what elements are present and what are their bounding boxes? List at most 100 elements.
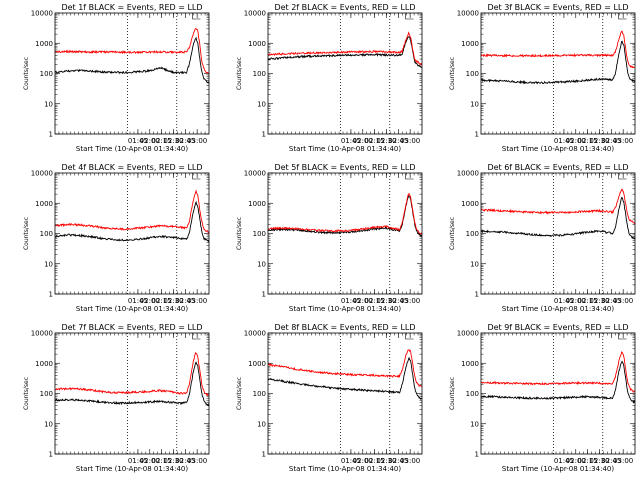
x-tick-label: 02:00 [353,457,373,465]
x-tick-label: 02:00 [140,137,160,145]
panel-det-7: Det 7f BLACK = Events, RED = LLD Counts/s… [23,323,210,473]
x-tick-label: 02:15 [365,137,385,145]
series-events-line [268,36,422,68]
x-axis-label: Start Time (10-Apr-08 01:34:40) [289,465,401,473]
plot-frame [54,332,210,455]
y-tick-label: 10000 [457,330,479,338]
panel-det-4: Det 4f BLACK = Events, RED = LLD Counts/s… [23,163,210,313]
y-tick-label: 100 [40,230,53,238]
x-tick-label: 01:45 [341,297,361,305]
y-axis-label: Counts/sec [23,57,30,90]
x-tick-label: 03:00 [400,137,420,145]
series-events-line [54,36,210,84]
panel-det-9: Det 9f BLACK = Events, RED = LLD Counts/s… [449,323,636,473]
x-axis-label: Start Time (10-Apr-08 01:34:40) [289,145,401,153]
series-lld-line [480,30,635,69]
y-tick-label: 1 [475,451,479,459]
series-events-line [480,360,636,404]
x-axis-label: Start Time (10-Apr-08 01:34:40) [76,465,188,473]
series-lld-line [54,189,210,234]
x-tick-label: 02:30 [376,137,396,145]
x-tick-label: 02:45 [388,297,408,305]
x-tick-label: 02:15 [578,457,598,465]
panel-det-6: Det 6f BLACK = Events, RED = LLD Counts/s… [449,163,636,313]
x-tick-label: 02:45 [175,297,195,305]
panel-title: Det 3f BLACK = Events, RED = LLD [487,3,628,12]
panel-title: Det 4f BLACK = Events, RED = LLD [61,163,202,172]
x-tick-label: 02:15 [578,297,598,305]
x-tick-label: 02:30 [163,457,183,465]
x-tick-label: 01:45 [128,137,148,145]
x-tick-label: 02:45 [601,297,621,305]
interval-bracket [618,13,627,20]
x-tick-label: 02:45 [601,137,621,145]
y-tick-label: 10000 [244,10,266,18]
y-tick-label: 1 [262,291,266,299]
x-axis-label: Start Time (10-Apr-08 01:34:40) [502,305,614,313]
y-tick-label: 10 [257,260,266,268]
y-axis-label: Counts/sec [23,377,30,410]
y-tick-label: 10 [44,260,53,268]
panel-title: Det 6f BLACK = Events, RED = LLD [487,163,628,172]
y-tick-label: 10 [257,420,266,428]
y-tick-label: 100 [466,70,479,78]
y-axis-label: Counts/sec [449,217,456,250]
x-tick-label: 01:45 [554,457,574,465]
panel-det-8: Det 8f BLACK = Events, RED = LLD Counts/s… [236,323,423,473]
interval-bracket [192,13,201,20]
y-tick-label: 100 [253,390,266,398]
y-axis-label: Counts/sec [449,377,456,410]
series-lld-line [267,31,423,66]
y-tick-label: 10 [257,100,266,108]
x-tick-label: 02:15 [152,297,172,305]
panel-det-5: Det 5f BLACK = Events, RED = LLD Counts/s… [236,163,423,313]
y-tick-label: 1000 [248,40,266,48]
y-tick-label: 1 [262,131,266,139]
plot-frame [54,172,210,295]
interval-bracket [192,173,201,180]
y-tick-label: 10000 [31,10,53,18]
interval-bracket [618,333,627,340]
panel-title: Det 9f BLACK = Events, RED = LLD [487,323,628,332]
y-tick-label: 100 [466,230,479,238]
y-tick-label: 1 [49,131,53,139]
x-tick-label: 02:15 [152,137,172,145]
panel-det-1: Det 1f BLACK = Events, RED = LLD Counts/s… [23,3,210,153]
y-tick-label: 1000 [35,200,53,208]
x-tick-label: 02:00 [566,457,586,465]
x-tick-label: 02:30 [163,137,183,145]
x-tick-label: 02:15 [365,297,385,305]
plot-frame [480,12,636,135]
plot-frame [267,332,423,455]
x-tick-label: 02:15 [365,457,385,465]
y-axis-label: Counts/sec [236,57,243,90]
x-tick-label: 01:45 [128,457,148,465]
x-tick-label: 03:00 [613,297,633,305]
series-lld-line [54,27,209,74]
panel-title: Det 2f BLACK = Events, RED = LLD [274,3,415,12]
y-tick-label: 1 [475,131,479,139]
y-tick-label: 10000 [457,170,479,178]
x-tick-label: 02:30 [163,297,183,305]
x-tick-label: 01:45 [341,457,361,465]
y-tick-label: 10000 [31,170,53,178]
series-events-line [480,196,636,240]
y-tick-label: 1000 [35,360,53,368]
x-tick-label: 02:45 [601,457,621,465]
x-tick-label: 03:00 [187,457,207,465]
y-tick-label: 100 [253,70,266,78]
series-lld-line [54,351,210,397]
x-axis-label: Start Time (10-Apr-08 01:34:40) [76,145,188,153]
series-events-line [480,40,635,85]
y-tick-label: 10 [470,420,479,428]
interval-bracket [618,173,627,180]
plot-frame [480,332,636,455]
x-tick-label: 02:00 [353,137,373,145]
x-tick-label: 03:00 [613,457,633,465]
y-tick-label: 100 [253,230,266,238]
y-axis-label: Counts/sec [236,377,243,410]
y-axis-label: Counts/sec [23,217,30,250]
x-axis-label: Start Time (10-Apr-08 01:34:40) [76,305,188,313]
interval-bracket [405,13,414,20]
